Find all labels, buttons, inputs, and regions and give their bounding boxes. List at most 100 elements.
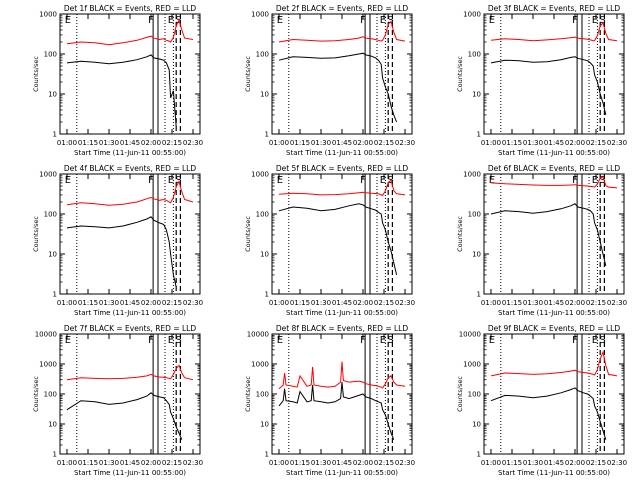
y-tick-label: 10 [472, 251, 481, 259]
y-axis-label: Counts/sec [32, 216, 40, 252]
marker-label: F [572, 175, 578, 186]
y-tick-label: 1 [477, 451, 481, 459]
y-tick-label: 1 [265, 291, 269, 299]
x-tick-label: 01:00 [481, 299, 501, 307]
events-series-line [66, 392, 183, 440]
x-tick-label: 01:30 [523, 139, 543, 147]
x-tick-label: 02:15 [586, 459, 606, 467]
x-tick-label: 02:00 [141, 299, 161, 307]
y-tick-label: 10000 [247, 331, 269, 339]
marker-label: E [380, 175, 386, 186]
marker-label: E [168, 175, 174, 186]
marker-label: E [592, 335, 598, 346]
y-tick-label: 1000 [251, 171, 269, 179]
y-tick-label: 100 [44, 211, 57, 219]
chart-title: Det 9f BLACK = Events, RED = LLD [488, 324, 621, 333]
x-tick-label: 02:30 [395, 139, 415, 147]
x-axis-label: Start Time (11-Jun-11 00:55:00) [498, 149, 610, 157]
y-tick-label: 1000 [463, 11, 481, 19]
x-tick-label: 02:00 [141, 139, 161, 147]
plot-frame [271, 173, 413, 295]
panel-2: Det 2f BLACK = Events, RED = LLD 1 10 100 10… [244, 4, 415, 157]
x-tick-label: 01:30 [99, 299, 119, 307]
x-tick-label: 02:00 [565, 299, 585, 307]
lld-series-line [490, 21, 618, 42]
x-tick-label: 01:15 [290, 299, 310, 307]
x-axis-label: Start Time (11-Jun-11 00:55:00) [74, 149, 186, 157]
marker-label: F [360, 15, 366, 26]
events-series-line [490, 56, 607, 116]
x-tick-label: 02:30 [607, 139, 627, 147]
lld-series-line [278, 20, 406, 43]
x-tick-label: 02:00 [141, 459, 161, 467]
x-tick-label: 02:15 [374, 299, 394, 307]
y-tick-label: 10 [260, 251, 269, 259]
x-tick-label: 01:30 [311, 299, 331, 307]
x-tick-label: 02:15 [586, 139, 606, 147]
y-axis-label: Counts/sec [32, 376, 40, 412]
events-series-line [278, 382, 395, 440]
x-tick-label: 01:00 [481, 459, 501, 467]
events-series-line [278, 203, 398, 276]
marker-label: E [489, 15, 495, 26]
y-tick-label: 1000 [251, 11, 269, 19]
events-series-line [66, 54, 177, 128]
y-tick-label: 1000 [251, 361, 269, 369]
y-axis-label: Counts/sec [456, 216, 464, 252]
chart-title: Det 4f BLACK = Events, RED = LLD [64, 164, 197, 173]
lld-series-line [490, 176, 618, 189]
x-tick-label: 01:15 [78, 139, 98, 147]
x-tick-label: 02:00 [353, 139, 373, 147]
x-tick-label: 01:30 [311, 459, 331, 467]
y-tick-label: 10 [48, 421, 57, 429]
lld-series-line [278, 361, 406, 390]
x-tick-label: 01:30 [523, 299, 543, 307]
x-tick-label: 02:15 [586, 299, 606, 307]
plot-frame [59, 13, 201, 135]
x-tick-label: 01:45 [332, 299, 352, 307]
x-tick-label: 02:00 [565, 139, 585, 147]
lld-series-line [66, 180, 194, 206]
x-tick-label: 02:30 [395, 459, 415, 467]
plot-frame [59, 173, 201, 295]
marker-label: F [572, 335, 578, 346]
x-axis-label: Start Time (11-Jun-11 00:55:00) [286, 469, 398, 477]
y-axis-label: Counts/sec [244, 216, 252, 252]
x-tick-label: 02:15 [374, 139, 394, 147]
plot-frame [483, 173, 625, 295]
x-axis-label: Start Time (11-Jun-11 00:55:00) [74, 309, 186, 317]
marker-label: F [360, 335, 366, 346]
marker-label: S [599, 15, 605, 26]
x-tick-label: 02:15 [162, 139, 182, 147]
chart-title: Det 8f BLACK = Events, RED = LLD [276, 324, 409, 333]
events-series-line [66, 216, 177, 288]
x-tick-label: 01:45 [544, 459, 564, 467]
x-tick-label: 02:15 [162, 459, 182, 467]
lld-series-line [278, 179, 406, 197]
y-axis-label: Counts/sec [244, 56, 252, 92]
x-tick-label: 01:00 [269, 459, 289, 467]
y-tick-label: 100 [44, 51, 57, 59]
x-tick-label: 01:15 [502, 299, 522, 307]
panel-4: Det 4f BLACK = Events, RED = LLD 1 10 100 10… [32, 164, 203, 317]
x-axis-label: Start Time (11-Jun-11 00:55:00) [498, 469, 610, 477]
y-tick-label: 1000 [39, 361, 57, 369]
marker-label: E [277, 175, 283, 186]
marker-label: E [489, 175, 495, 186]
x-tick-label: 02:30 [607, 459, 627, 467]
panel-6: Det 6f BLACK = Events, RED = LLD 1 10 100 10… [456, 164, 627, 317]
marker-label: E [168, 335, 174, 346]
marker-label: S [387, 15, 393, 26]
marker-label: F [572, 15, 578, 26]
x-tick-label: 01:30 [523, 459, 543, 467]
y-tick-label: 10 [260, 421, 269, 429]
y-tick-label: 1 [265, 131, 269, 139]
x-tick-label: 01:30 [311, 139, 331, 147]
y-tick-label: 10 [48, 251, 57, 259]
x-tick-label: 02:30 [183, 139, 203, 147]
marker-label: E [277, 335, 283, 346]
x-tick-label: 02:30 [395, 299, 415, 307]
x-tick-label: 01:45 [544, 299, 564, 307]
y-tick-label: 1 [53, 451, 57, 459]
plot-frame [271, 13, 413, 135]
